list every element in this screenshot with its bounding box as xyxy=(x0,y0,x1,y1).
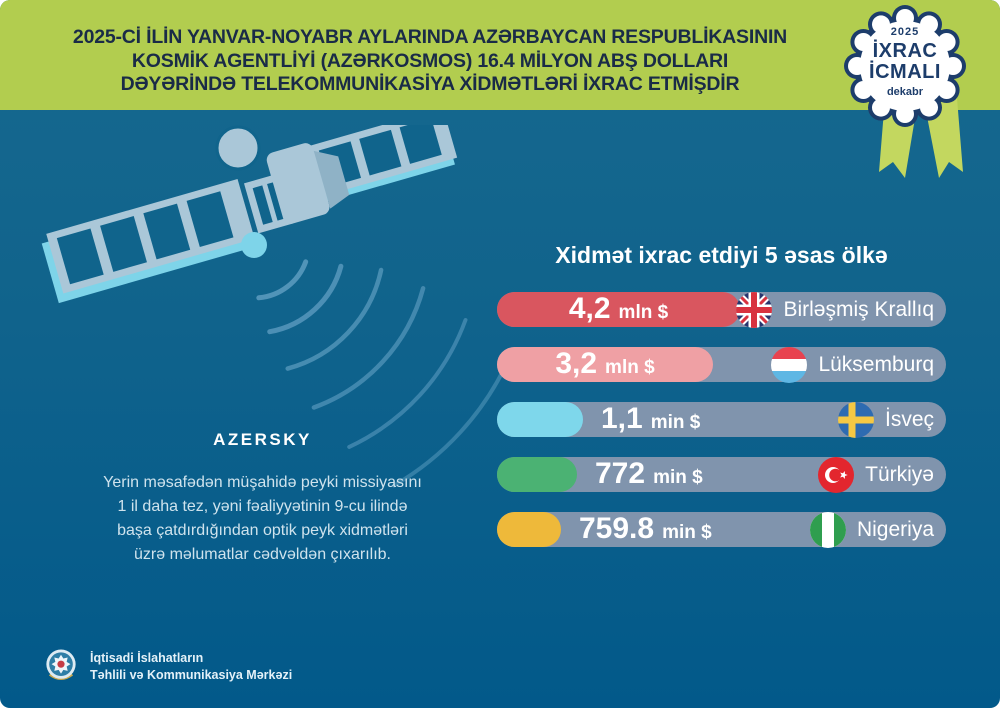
bar-segment xyxy=(497,402,583,437)
bar-country-group: Lüksemburq xyxy=(771,346,934,383)
bar-value: 4,2 mln $ xyxy=(497,292,740,327)
turkey-flag-icon xyxy=(818,456,855,493)
azersky-heading: AZERSKY xyxy=(213,430,312,449)
bar-row-sweden: 1,1 min $ İsveç xyxy=(497,401,946,438)
page-title: 2025-Cİ İLİN YANVAR-NOYABR AYLARINDA AZƏ… xyxy=(10,26,850,97)
satellite-dish-icon xyxy=(215,125,261,171)
state-emblem-icon xyxy=(46,649,76,680)
bar-segment xyxy=(497,512,561,547)
azersky-note-block: AZERSKY Yerin məsafədən müşahidə peyki m… xyxy=(55,430,470,567)
bar-value-number: 1,1 xyxy=(601,402,643,435)
signal-waves-icon xyxy=(256,259,510,488)
badge-year: 2025 xyxy=(890,26,920,38)
country-label: Türkiyə xyxy=(865,462,934,486)
bar-value-unit: mln $ xyxy=(618,302,669,323)
export-review-badge: 2025 İXRAC İCMALI dekabr xyxy=(833,2,977,188)
bar-segment xyxy=(497,292,740,327)
satellite-transponder-icon xyxy=(241,232,267,258)
bar-country-group: Birləşmiş Krallıq xyxy=(736,291,934,328)
nigeria-flag-icon xyxy=(809,511,846,548)
page-title-line-3: DƏYƏRİNDƏ TELEKOMMUNİKASİYA XİDMƏTLƏRİ İ… xyxy=(120,73,740,95)
bar-value-unit: min $ xyxy=(653,467,703,488)
country-label: Nigeriya xyxy=(856,517,934,541)
country-label: Birləşmiş Krallıq xyxy=(783,297,934,321)
badge-title-line-2: İCMALI xyxy=(869,60,941,83)
bar-row-turkey: 772 min $ Türkiyə xyxy=(497,456,946,493)
page-title-line-2: KOSMİK AGENTLİYİ (AZƏRKOSMOS) 16.4 MİLYO… xyxy=(131,49,729,72)
bar-value: 772 min $ xyxy=(595,457,703,492)
sweden-flag-icon xyxy=(837,401,874,438)
bar-segment xyxy=(497,347,713,382)
badge-title-line-1: İXRAC xyxy=(872,40,938,62)
azersky-note: Yerin məsafədən müşahidə peyki missiyası… xyxy=(103,474,422,563)
footer-org: İqtisadi İslahatların Təhlili və Kommuni… xyxy=(44,648,292,686)
bar-value-unit: mln $ xyxy=(605,357,655,378)
rosette-seal-icon xyxy=(844,5,966,178)
country-label: İsveç xyxy=(884,407,934,431)
bar-country-group: Nigeriya xyxy=(809,511,934,548)
bar-country-group: Türkiyə xyxy=(818,456,934,493)
country-label: Lüksemburq xyxy=(818,352,934,376)
bar-row-nigeria: 759.8 min $ Nigeriya xyxy=(497,511,946,548)
bar-value: 759.8 min $ xyxy=(579,512,712,547)
bar-value-unit: min $ xyxy=(650,412,701,433)
satellite-illustration xyxy=(41,125,510,488)
badge-month: dekabr xyxy=(886,86,924,98)
chart-title: Xidmət ixrac etdiyi 5 əsas ölkə xyxy=(555,242,888,268)
footer-org-name: İqtisadi İslahatların Təhlili və Kommuni… xyxy=(90,651,293,682)
bar-value-number: 3,2 xyxy=(555,347,598,380)
export-countries-bar-chart: 4,2 mln $ Birləşmiş Krallıq 3,2 mln $ Lüksemb… xyxy=(497,291,946,567)
bar-value-number: 759.8 xyxy=(579,512,655,545)
badge-text: 2025 İXRAC İCMALI dekabr xyxy=(845,26,965,98)
bar-value-number: 4,2 xyxy=(568,292,611,325)
header-banner: 2025-Cİ İLİN YANVAR-NOYABR AYLARINDA AZƏ… xyxy=(0,0,1000,110)
uk-flag-icon xyxy=(736,291,773,328)
bar-value-unit: min $ xyxy=(662,522,712,543)
bar-value: 3,2 mln $ xyxy=(497,347,713,382)
bar-value: 1,1 min $ xyxy=(601,402,700,437)
bar-track xyxy=(497,512,946,547)
luxembourg-flag-icon xyxy=(771,346,808,383)
bar-segment xyxy=(497,457,577,492)
bar-row-uk: 4,2 mln $ Birləşmiş Krallıq xyxy=(497,291,946,328)
bar-country-group: İsveç xyxy=(837,401,934,438)
bar-row-luxembourg: 3,2 mln $ Lüksemburq xyxy=(497,346,946,383)
bar-value-number: 772 xyxy=(595,457,646,490)
page-title-line-1: 2025-Cİ İLİN YANVAR-NOYABR AYLARINDA AZƏ… xyxy=(72,26,788,48)
